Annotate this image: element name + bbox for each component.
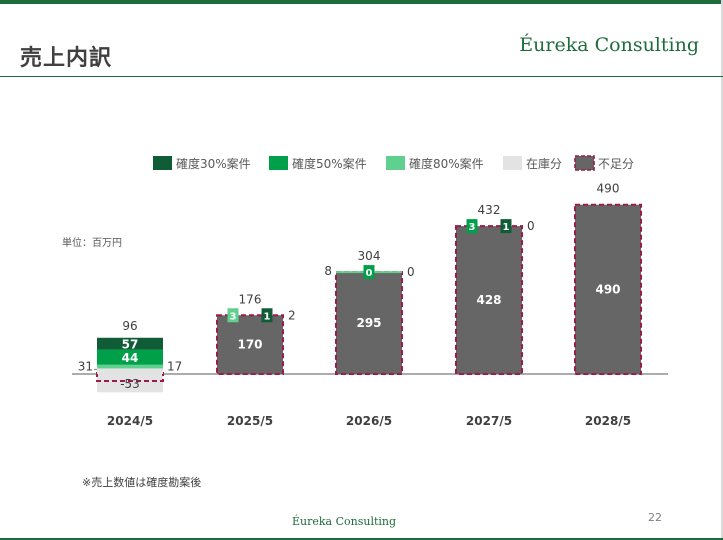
legend-swatch-0: [153, 156, 172, 170]
bar-label-shortfall: 428: [476, 293, 501, 307]
footer-logo: Éureka Consulting: [292, 515, 397, 528]
badge-prob80: 3: [469, 222, 476, 233]
x-tick-label: 2028/5: [585, 414, 631, 428]
side-label-left: 8: [324, 264, 332, 278]
total-label: 96: [122, 319, 137, 333]
total-label: 432: [478, 203, 501, 217]
side-label-left: 31: [78, 359, 93, 373]
badge-prob30: 1: [503, 222, 510, 233]
bar-label-negative: -53: [120, 377, 140, 391]
x-tick-label: 2025/5: [227, 414, 273, 428]
x-tick-label: 2024/5: [107, 414, 153, 428]
page-title: 売上内訳: [20, 46, 113, 71]
bar-prob30: [97, 337, 163, 350]
bar-inventory-negative: [97, 374, 163, 393]
bar-label-prob50: 44: [122, 351, 139, 365]
bar-label-shortfall: 170: [237, 338, 262, 352]
badge-prob80-box: [466, 219, 478, 234]
badge-prob50: 0: [366, 268, 373, 279]
right-edge: [721, 0, 723, 540]
bar-label-prob30: 57: [122, 338, 139, 352]
x-tick-label: 2027/5: [466, 414, 512, 428]
footnote: ※売上数値は確度勘案後: [82, 476, 202, 489]
legend-label: 確度80%案件: [409, 156, 484, 171]
side-label-right: 2: [288, 308, 296, 322]
legend-label: 確度30%案件: [176, 156, 251, 171]
bar-inventory: [97, 368, 163, 374]
x-tick-label: 2026/5: [346, 414, 392, 428]
side-label-right: 0: [527, 219, 535, 233]
badge-prob80: 3: [230, 311, 237, 322]
header-logo: Éureka Consulting: [519, 34, 699, 56]
legend-label: 在庫分: [526, 157, 562, 171]
badge-prob30-box: [500, 219, 512, 234]
total-label: 176: [239, 292, 262, 306]
legend-swatch-2: [386, 156, 405, 170]
page-number: 22: [648, 511, 662, 524]
legend-swatch-shortfall: [574, 155, 595, 171]
legend-label: 不足分: [598, 157, 634, 171]
bar-prob50: [97, 349, 163, 365]
badge-prob80-box: [227, 308, 239, 323]
bar-shortfall: [335, 271, 403, 376]
legend-swatch-1: [269, 156, 288, 170]
badge-prob30-box: [261, 308, 273, 323]
side-label-right: 0: [407, 265, 415, 279]
legend-swatch-3: [503, 156, 522, 170]
bar-shortfall: [216, 314, 284, 376]
bar-label-shortfall: 490: [595, 282, 620, 296]
total-label: 490: [597, 182, 620, 196]
legend-label: 確度50%案件: [292, 156, 367, 171]
header-divider: [0, 76, 723, 77]
unit-label: 単位：百万円: [62, 238, 122, 249]
bar-shortfall: [574, 203, 642, 375]
bar-label-shortfall: 295: [356, 316, 381, 330]
bottom-accent-rule: [0, 538, 723, 540]
side-label-right: 17: [167, 359, 182, 373]
badge-prob50-box: [363, 265, 375, 280]
top-accent-rule: [0, 0, 723, 4]
bar-shortfall: [455, 225, 523, 375]
total-label: 304: [358, 249, 381, 263]
badge-prob30: 1: [264, 311, 271, 322]
bar-prob80: [97, 364, 163, 369]
